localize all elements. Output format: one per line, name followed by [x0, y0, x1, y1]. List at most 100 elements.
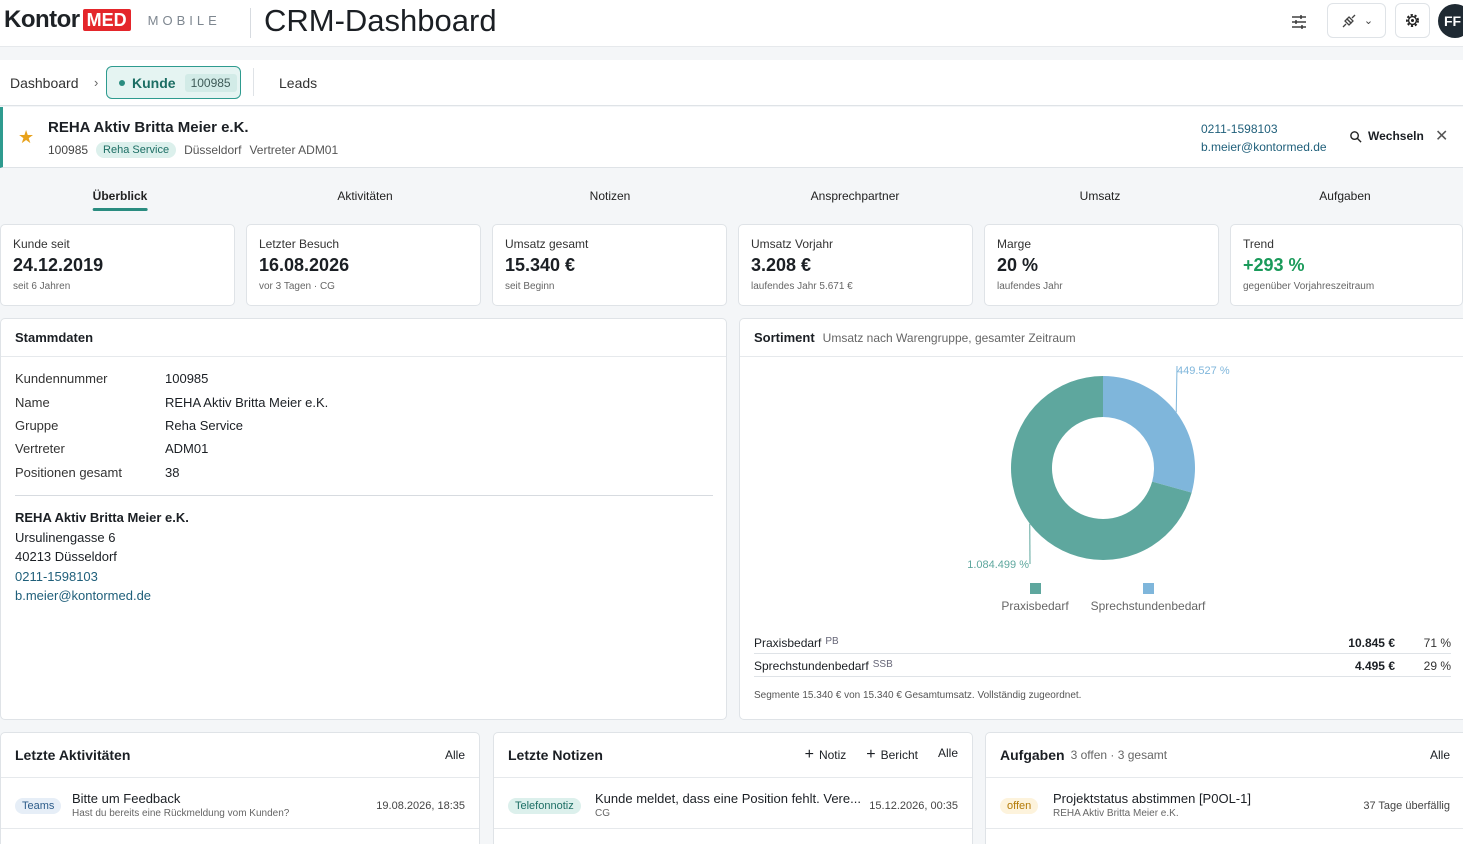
activity-type-badge: Teams — [15, 798, 62, 814]
tab-notizen[interactable]: Notizen — [589, 189, 631, 203]
stamm-key: Positionen gesamt — [15, 465, 122, 480]
address-email-link[interactable]: b.meier@kontormed.de — [15, 588, 152, 603]
kpi-label: Kunde seit — [13, 237, 70, 251]
kpi-label: Letzter Besuch — [259, 237, 340, 251]
user-avatar[interactable]: FF — [1438, 4, 1463, 38]
search-icon — [1350, 130, 1362, 143]
tasks-header: Aufgaben 3 offen · 3 gesamt Alle — [986, 733, 1463, 778]
data-label-praxisbedarf: 1.084.499 % — [967, 559, 1029, 571]
customer-meta: 100985 Reha Service Düsseldorf Vertreter… — [48, 142, 338, 158]
kpi-sub: laufendes Jahr — [997, 281, 1063, 292]
switch-customer-button[interactable]: Wechseln — [1349, 129, 1424, 143]
sortiment-row-value: 4.495 € — [1354, 659, 1395, 673]
activities-all-link[interactable]: Alle — [444, 748, 465, 762]
legend-label-praxisbedarf: Praxisbedarf — [1001, 599, 1069, 613]
address-street: Ursulinengasse 6 — [15, 529, 116, 545]
customer-phone-link[interactable]: 0211-1598103 — [1201, 122, 1278, 136]
customer-number: 100985 — [48, 143, 89, 157]
task-title: Projektstatus abstimmen [P0OL-1] — [1053, 791, 1251, 806]
sortiment-row-name: Sprechstundenbedarf SSB — [754, 659, 893, 673]
kpi-sub: seit Beginn — [505, 281, 555, 292]
sortiment-row: Praxisbedarf PB 10.845 € 71 % — [754, 632, 1451, 654]
tab-ansprechpartner[interactable]: Ansprechpartner — [810, 189, 900, 203]
tasks-summary: 3 offen · 3 gesamt — [1070, 748, 1168, 762]
add-report-label: Bericht — [880, 748, 918, 762]
legend-label-sprechstundenbedarf: Sprechstundenbedarf — [1090, 599, 1206, 613]
kpi-value: 16.08.2026 — [259, 255, 350, 275]
add-report-button[interactable]: + Bericht — [866, 746, 918, 764]
add-note-label: Notiz — [818, 748, 847, 762]
tab-umsatz[interactable]: Umsatz — [1079, 189, 1121, 203]
kpi-value: 24.12.2019 — [13, 255, 104, 275]
tab-aktivitaeten[interactable]: Aktivitäten — [337, 189, 393, 203]
kpi-label: Umsatz Vorjahr — [751, 237, 834, 251]
nav-leads[interactable]: Leads — [279, 75, 318, 91]
tasks-title: Aufgaben — [1000, 747, 1065, 763]
legend-swatch-sprechstundenbedarf — [1143, 583, 1154, 594]
task-item[interactable]: offen Projektstatus abstimmen [P0OL-1] R… — [986, 779, 1463, 829]
notes-card: Letzte Notizen + Notiz + Bericht Alle Tele… — [493, 732, 973, 844]
tab-ueberblick[interactable]: Überblick — [92, 189, 148, 211]
stammdaten-card: Stammdaten Kundennummer 100985 Name REHA A… — [0, 318, 727, 720]
sortiment-row-pct: 71 % — [1423, 636, 1451, 650]
address-name: REHA Aktiv Britta Meier e.K. — [15, 510, 189, 525]
plus-icon: + — [866, 746, 876, 763]
chevron-right-icon: › — [94, 75, 99, 90]
logo-subtitle: MOBILE — [147, 12, 221, 28]
tab-aufgaben[interactable]: Aufgaben — [1319, 189, 1371, 203]
kpi-card-marge: Marge 20 % laufendes Jahr — [984, 224, 1219, 306]
tasks-all-link[interactable]: Alle — [1429, 748, 1450, 762]
activity-time: 19.08.2026, 18:35 — [376, 800, 465, 812]
note-item[interactable]: Telefonnotiz Kunde meldet, dass eine Pos… — [494, 779, 972, 829]
sortiment-header: Sortiment Umsatz nach Warengruppe, gesam… — [740, 319, 1463, 357]
chevron-down-icon: ⌄ — [1363, 15, 1374, 27]
task-subtitle: REHA Aktiv Britta Meier e.K. — [1053, 808, 1179, 819]
customer-city: Düsseldorf — [184, 143, 242, 157]
sortiment-title: Sortiment — [754, 330, 815, 345]
row-name-text: Sprechstundenbedarf — [754, 659, 869, 673]
connection-menu-button[interactable]: ⌄ — [1327, 3, 1386, 38]
activity-subtitle: Hast du bereits eine Rückmeldung vom Kun… — [72, 808, 290, 819]
sortiment-row-value: 10.845 € — [1348, 636, 1395, 650]
address-phone-link[interactable]: 0211-1598103 — [15, 568, 98, 584]
note-author: CG — [595, 808, 610, 819]
sortiment-row-pct: 29 % — [1423, 659, 1451, 673]
row-abbr: PB — [825, 636, 839, 647]
kpi-value: +293 % — [1243, 255, 1305, 275]
sortiment-row-name: Praxisbedarf PB — [754, 636, 839, 650]
stamm-key: Vertreter — [15, 441, 65, 456]
task-due: 37 Tage überfällig — [1363, 800, 1450, 812]
add-note-button[interactable]: + Notiz — [805, 746, 847, 764]
customer-email-link[interactable]: b.meier@kontormed.de — [1201, 140, 1327, 154]
plus-icon: + — [804, 746, 814, 763]
stamm-key: Gruppe — [15, 418, 59, 433]
logo-text: Kontor — [4, 6, 80, 33]
active-dot-icon — [119, 79, 125, 86]
notes-all-link[interactable]: Alle — [937, 746, 958, 760]
donut-slice-praxisbedarf — [1011, 376, 1192, 560]
sortiment-subtitle: Umsatz nach Warengruppe, gesamter Zeitra… — [822, 330, 1076, 345]
row-abbr: SSB — [872, 659, 893, 670]
top-bar: Kontor MED MOBILE CRM-Dashboard ⌄ FF — [0, 0, 1463, 47]
logo-badge: MED — [82, 9, 131, 31]
stamm-key: Name — [15, 395, 50, 410]
activity-item[interactable]: Teams Bitte um Feedback Hast du bereits … — [1, 779, 479, 829]
kpi-value: 20 % — [997, 255, 1039, 275]
close-icon[interactable]: ✕ — [1435, 128, 1449, 145]
nav-dashboard[interactable]: Dashboard — [10, 75, 79, 91]
stamm-value: ADM01 — [165, 441, 209, 456]
sortiment-donut-chart: 449.527 % 1.084.499 % — [967, 365, 1230, 571]
kunde-number-badge: 100985 — [184, 73, 237, 92]
nav-kunde-tab[interactable]: Kunde 100985 — [106, 66, 241, 99]
favorite-star-icon[interactable]: ★ — [18, 127, 35, 147]
kpi-card-kunde-seit: Kunde seit 24.12.2019 seit 6 Jahren — [0, 224, 235, 306]
stamm-key: Kundennummer — [15, 371, 108, 386]
divider — [15, 495, 713, 496]
note-type-badge: Telefonnotiz — [508, 798, 581, 814]
filter-settings-icon[interactable] — [1287, 10, 1311, 34]
stamm-value: 38 — [165, 465, 180, 480]
stamm-value: Reha Service — [165, 418, 244, 433]
app-logo[interactable]: Kontor MED MOBILE — [4, 6, 221, 34]
settings-button[interactable] — [1395, 3, 1430, 38]
note-title: Kunde meldet, dass eine Position fehlt. … — [595, 791, 861, 806]
